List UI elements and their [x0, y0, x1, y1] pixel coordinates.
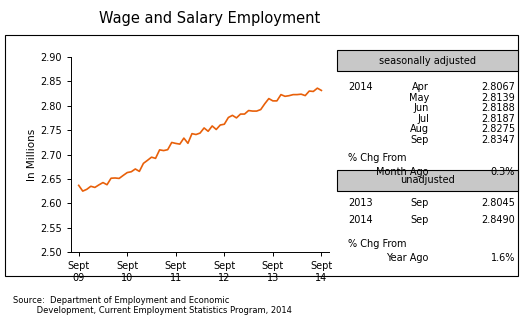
Text: Year Ago: Year Ago [386, 253, 429, 263]
Text: 2.8347: 2.8347 [481, 135, 515, 145]
Text: unadjusted: unadjusted [400, 176, 455, 185]
Text: May: May [408, 93, 429, 103]
Text: % Chg From: % Chg From [348, 239, 406, 249]
Text: 2.8045: 2.8045 [481, 197, 515, 208]
Text: 2.8067: 2.8067 [481, 82, 515, 93]
Text: Jun: Jun [414, 103, 429, 113]
Text: 2014: 2014 [348, 82, 372, 93]
Text: % Chg From: % Chg From [348, 153, 406, 163]
Text: Aug: Aug [410, 124, 429, 134]
Text: 2.8490: 2.8490 [481, 215, 515, 225]
Text: 2.8275: 2.8275 [481, 124, 515, 134]
Text: Apr: Apr [412, 82, 429, 93]
Text: Sep: Sep [411, 135, 429, 145]
Text: 2.8139: 2.8139 [481, 93, 515, 103]
Text: Wage and Salary Employment: Wage and Salary Employment [98, 11, 320, 26]
Text: seasonally adjusted: seasonally adjusted [379, 55, 476, 66]
Text: Sep: Sep [411, 197, 429, 208]
Text: 0.3%: 0.3% [491, 167, 515, 178]
Text: Sep: Sep [411, 215, 429, 225]
Text: 2013: 2013 [348, 197, 372, 208]
Y-axis label: In Millions: In Millions [27, 128, 37, 181]
Text: 2.8188: 2.8188 [481, 103, 515, 113]
Text: Source:  Department of Employment and Economic
         Development, Current Emp: Source: Department of Employment and Eco… [13, 296, 292, 315]
Text: 2.8187: 2.8187 [481, 114, 515, 124]
Text: Month Ago: Month Ago [377, 167, 429, 178]
Text: Jul: Jul [417, 114, 429, 124]
Text: 2014: 2014 [348, 215, 372, 225]
Text: 1.6%: 1.6% [491, 253, 515, 263]
